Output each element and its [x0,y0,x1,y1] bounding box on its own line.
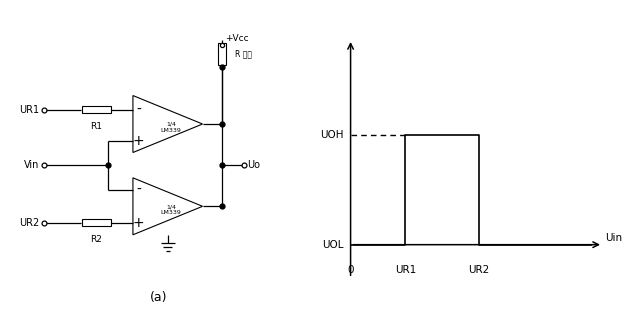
Text: R2: R2 [91,235,103,244]
Text: Uin: Uin [605,233,622,243]
Text: UR1: UR1 [20,105,39,115]
Text: -: - [136,183,141,197]
Text: +: + [133,134,144,148]
Text: (a): (a) [149,291,167,305]
Bar [82,106,111,113]
Text: Uo: Uo [247,160,260,170]
Text: 1/4
LM339: 1/4 LM339 [161,204,181,215]
Text: UOH: UOH [320,130,344,140]
Text: UR2: UR2 [468,265,490,275]
Bar [82,219,111,226]
Text: R1: R1 [91,122,103,131]
Text: Vin: Vin [24,160,39,170]
Text: UR2: UR2 [20,218,39,228]
Text: -: - [136,103,141,117]
Text: +Vcc: +Vcc [225,34,249,43]
Text: 0: 0 [348,265,354,275]
Text: UR1: UR1 [395,265,416,275]
Bar [218,42,225,65]
Text: 1/4
LM339: 1/4 LM339 [161,122,181,133]
Text: R 上拉: R 上拉 [235,49,252,58]
Text: UOL: UOL [322,240,344,250]
Text: +: + [133,216,144,230]
